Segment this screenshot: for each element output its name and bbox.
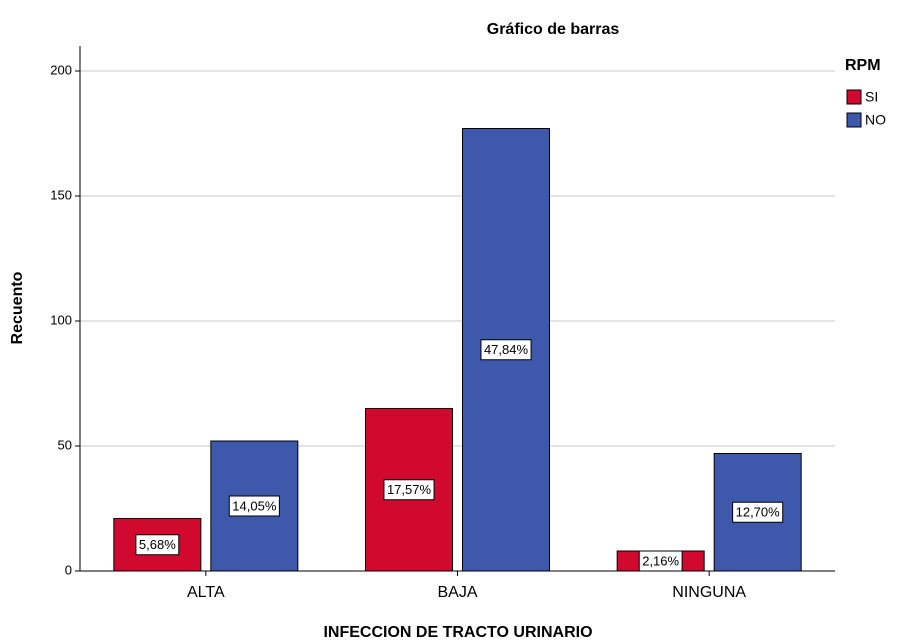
value-label: 2,16% — [642, 553, 679, 568]
value-label-box — [480, 339, 532, 361]
value-label: 5,68% — [139, 537, 176, 552]
y-tick-label: 0 — [65, 562, 72, 577]
legend-label: NO — [865, 112, 886, 128]
legend-label: SI — [865, 89, 878, 105]
x-tick-label: ALTA — [187, 584, 225, 601]
y-tick-label: 50 — [58, 437, 72, 452]
y-tick-label: 150 — [50, 187, 72, 202]
legend-swatch — [846, 112, 862, 128]
value-label: 17,57% — [387, 482, 432, 497]
y-axis-title: Recuento — [9, 271, 26, 344]
value-label-box — [383, 479, 435, 501]
y-tick-label: 100 — [50, 312, 72, 327]
value-label-box — [228, 495, 280, 517]
value-label-box — [732, 501, 784, 523]
value-label: 12,70% — [736, 505, 781, 520]
legend-title: RPM — [845, 57, 881, 74]
x-tick-label: NINGUNA — [672, 584, 746, 601]
value-label: 14,05% — [232, 498, 277, 513]
value-label: 47,84% — [484, 342, 529, 357]
chart-title: Gráfico de barras — [487, 21, 620, 38]
value-label-box — [638, 550, 683, 572]
x-tick-label: BAJA — [437, 584, 477, 601]
legend-swatch — [846, 89, 862, 105]
y-tick-label: 200 — [50, 62, 72, 77]
x-axis-title: INFECCION DE TRACTO URINARIO — [323, 624, 592, 641]
value-label-box — [135, 534, 180, 556]
